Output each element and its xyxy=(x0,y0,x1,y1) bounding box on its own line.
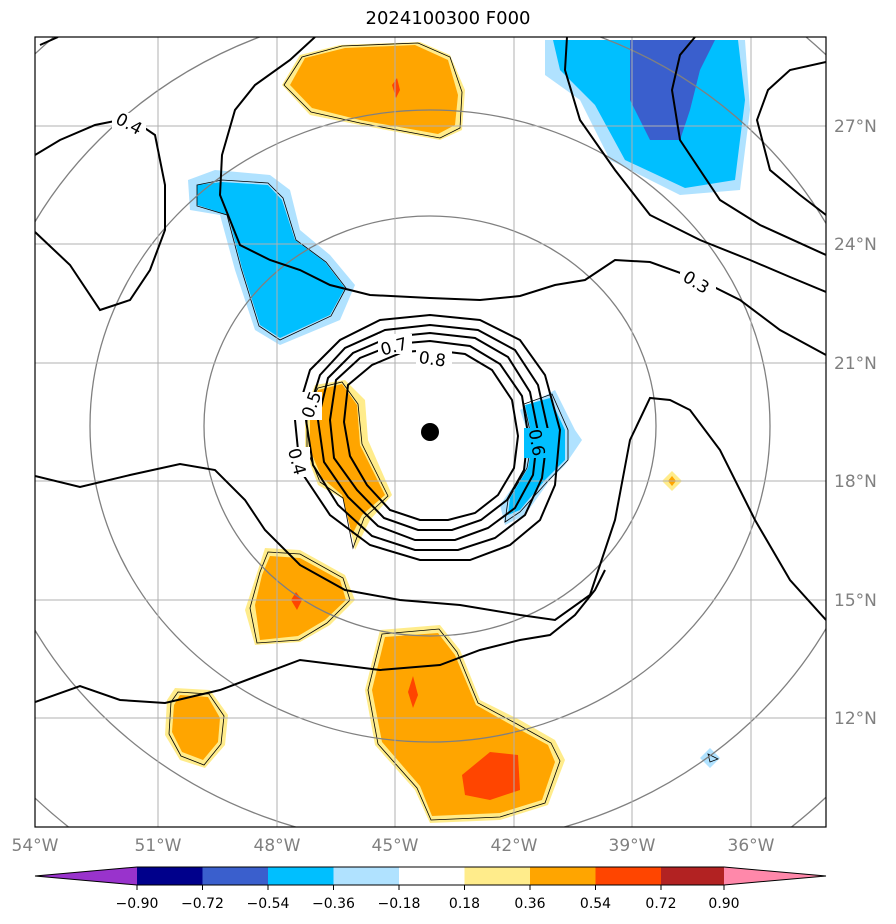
colorbar-segment xyxy=(464,867,530,885)
colorbar-segment xyxy=(137,867,203,885)
lon-tick-label: 48°W xyxy=(254,836,301,856)
colorbar-tick-label: 0.36 xyxy=(514,896,545,912)
gridlines xyxy=(35,37,826,827)
shade-strong-top xyxy=(392,78,400,98)
shade-positive-center-left xyxy=(310,384,385,535)
contour-topleft-edge xyxy=(39,37,59,46)
shade-outlines xyxy=(168,42,719,821)
colorbar-segment xyxy=(530,867,596,885)
colorbar-tick-label: −0.90 xyxy=(116,896,159,912)
lat-tick-label: 12°N xyxy=(834,709,877,729)
colorbar-segment xyxy=(595,867,661,885)
shade-strong-bottom-sliver xyxy=(408,676,418,708)
colorbar-tick-label: −0.72 xyxy=(181,896,224,912)
colorbar-extend-max xyxy=(724,867,826,885)
contour-0.6 xyxy=(316,331,540,541)
shade-positive-bottomleft xyxy=(172,695,220,760)
shade-strong-bottom xyxy=(462,752,520,800)
colorbar-segment xyxy=(202,867,268,885)
lon-tick-label: 51°W xyxy=(135,836,182,856)
contour-0.3-long xyxy=(218,37,826,356)
colorbar-tick-label: −0.54 xyxy=(247,896,290,912)
colorbar-tick-label: 0.54 xyxy=(580,896,611,912)
shade-negative-blip xyxy=(700,748,720,768)
contour-0.5 xyxy=(304,323,550,551)
lon-tick-label: 42°W xyxy=(491,836,538,856)
contour-lower-long xyxy=(35,396,826,622)
contour-0.7 xyxy=(328,339,530,531)
chart-title: 2024100300 F000 xyxy=(365,8,531,29)
contour-label-0.6: 0.6 xyxy=(524,428,548,458)
colorbar-tick-label: −0.18 xyxy=(378,896,421,912)
colorbar: −0.90 −0.72 −0.54 −0.36 −0.18 0.18 0.36 … xyxy=(34,866,827,912)
contour-right-arc xyxy=(755,61,826,216)
colorbar-tick-label: −0.36 xyxy=(312,896,355,912)
lat-tick-label: 21°N xyxy=(834,354,877,374)
storm-center-marker xyxy=(421,423,439,441)
contour-right-upper xyxy=(563,37,826,293)
lat-tick-label: 24°N xyxy=(834,235,877,255)
contour-0.4-inner xyxy=(293,313,562,561)
shade-strong-lowerleft xyxy=(291,592,302,610)
colorbar-segment xyxy=(268,867,334,885)
colorbar-segment xyxy=(399,867,465,885)
colorbar-segment xyxy=(661,867,724,885)
lat-tick-labels: 27°N 24°N 21°N 18°N 15°N 12°N xyxy=(834,117,877,729)
lon-tick-label: 36°W xyxy=(728,836,775,856)
shade-positive-top-core xyxy=(290,45,458,134)
lon-tick-label: 39°W xyxy=(609,836,656,856)
colorbar-ticks xyxy=(136,885,725,890)
lon-tick-label: 45°W xyxy=(372,836,419,856)
colorbar-tick-label: 0.90 xyxy=(708,896,739,912)
lon-tick-labels: 54°W 51°W 48°W 45°W 42°W 39°W 36°W xyxy=(12,836,775,856)
lat-tick-label: 15°N xyxy=(834,591,877,611)
lat-tick-label: 27°N xyxy=(834,117,877,137)
colorbar-segment xyxy=(333,867,399,885)
contour-0.4-topleft xyxy=(35,116,166,312)
map-frame xyxy=(34,36,827,828)
lon-tick-label: 54°W xyxy=(12,836,59,856)
colorbar-tick-label: 0.72 xyxy=(645,896,676,912)
colorbar-tick-label: 0.18 xyxy=(449,896,480,912)
contour-bottom-long xyxy=(35,569,606,705)
colorbar-extend-min xyxy=(35,867,137,885)
contours xyxy=(35,37,826,705)
contour-label-0.8: 0.8 xyxy=(417,348,447,372)
contour-right-branch xyxy=(670,37,826,256)
lat-tick-label: 18°N xyxy=(834,472,877,492)
